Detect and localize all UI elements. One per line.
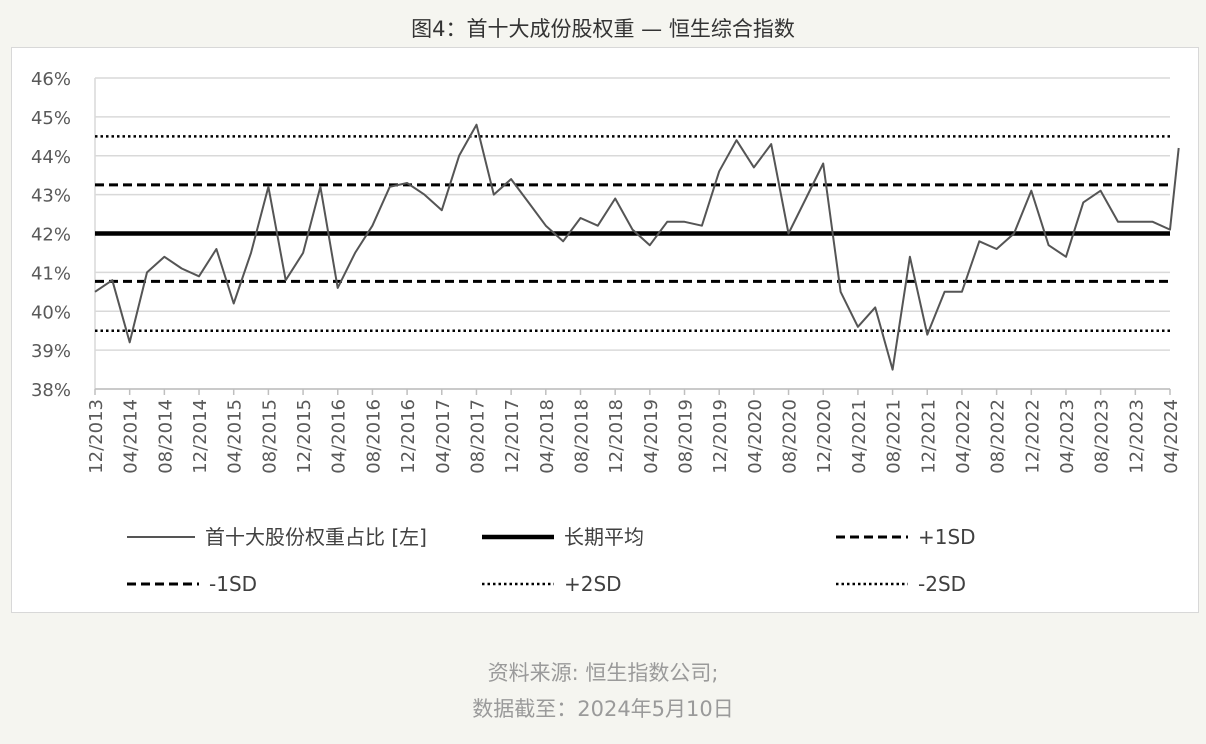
x-tick-label: 04/2015	[225, 399, 246, 474]
y-tick-label: 39%	[31, 341, 71, 362]
x-tick-label: 08/2023	[1092, 399, 1113, 474]
x-tick-label: 12/2019	[710, 399, 731, 474]
y-tick-label: 42%	[31, 225, 71, 246]
x-tick-label: 04/2021	[849, 399, 870, 474]
y-tick-label: 45%	[31, 108, 71, 129]
x-tick-label: 08/2020	[780, 399, 801, 474]
series-lines	[94, 123, 1180, 371]
x-tick-label: 12/2015	[294, 399, 315, 474]
x-tick-label: 12/2021	[918, 399, 939, 474]
x-tick-label: 04/2023	[1057, 399, 1078, 474]
source-note: 资料来源: 恒生指数公司;	[487, 661, 719, 685]
data-date-note: 数据截至：2024年5月10日	[472, 697, 734, 721]
x-tick-label: 08/2019	[676, 399, 697, 474]
x-tick-label: 08/2022	[988, 399, 1009, 474]
x-tick-label: 12/2014	[190, 399, 211, 474]
x-tick-label: 12/2020	[814, 399, 835, 474]
x-tick-label: 04/2014	[121, 399, 142, 474]
x-tick-label: 12/2022	[1022, 399, 1043, 474]
x-tick-label: 04/2018	[537, 399, 558, 474]
legend-label: -1SD	[209, 572, 257, 596]
figure-title: 图4：首十大成份股权重 — 恒生综合指数	[411, 17, 795, 41]
x-tick-label: 04/2016	[329, 399, 350, 474]
legend: 首十大股份权重占比 [左] 长期平均 +1SD -1SD +2SD -2SD	[127, 525, 976, 596]
legend-label: +1SD	[918, 525, 976, 549]
x-tick-label: 08/2021	[884, 399, 905, 474]
x-tick-label: 08/2014	[155, 399, 176, 474]
series-line	[94, 123, 1180, 371]
chart-panel: 38% 39% 40% 41% 42% 43% 44% 45% 46% 12/2013 04/20…	[11, 47, 1199, 613]
x-tick-label: 04/2019	[641, 399, 662, 474]
legend-label: +2SD	[564, 572, 622, 596]
x-tick-label: 04/2022	[953, 399, 974, 474]
x-tick-label: 08/2015	[259, 399, 280, 474]
x-tick-label: 12/2023	[1126, 399, 1147, 474]
legend-label: 长期平均	[564, 525, 644, 549]
y-tick-label: 46%	[31, 69, 71, 90]
x-tick-label: 08/2016	[363, 399, 384, 474]
x-tick-label: 12/2013	[86, 399, 107, 474]
legend-label: 首十大股份权重占比 [左]	[205, 525, 427, 549]
x-tick-label: 12/2018	[606, 399, 627, 474]
x-tick-label: 04/2017	[433, 399, 454, 474]
reference-lines	[95, 135, 1170, 332]
x-tick-label: 04/2020	[745, 399, 766, 474]
y-tick-label: 40%	[31, 302, 71, 323]
x-tick-label: 12/2017	[502, 399, 523, 474]
line-chart: 38% 39% 40% 41% 42% 43% 44% 45% 46% 12/2013 04/20…	[31, 69, 1182, 596]
x-tick-label: 08/2018	[571, 399, 592, 474]
legend-label: -2SD	[918, 572, 966, 596]
y-tick-label: 41%	[31, 263, 71, 284]
y-tick-label: 44%	[31, 147, 71, 168]
x-axis-ticks: 12/2013 04/2014 08/2014 12/2014 04/2015 08/20…	[86, 389, 1182, 474]
x-tick-label: 12/2016	[398, 399, 419, 474]
x-tick-label: 08/2017	[467, 399, 488, 474]
y-axis-ticks: 38% 39% 40% 41% 42% 43% 44% 45% 46%	[31, 69, 71, 401]
y-tick-label: 43%	[31, 186, 71, 207]
x-tick-label: 04/2024	[1161, 399, 1182, 474]
y-tick-label: 38%	[31, 380, 71, 401]
